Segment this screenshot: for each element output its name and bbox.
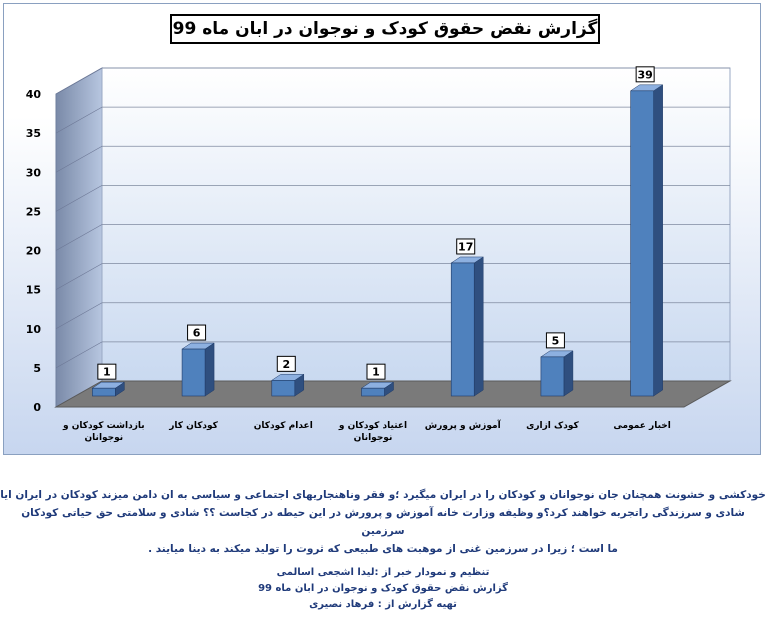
bar: [92, 387, 116, 397]
data-label-box: [456, 238, 476, 255]
y-tick-label: 40: [26, 88, 42, 101]
x-tick-label: کودک ازاری: [526, 421, 579, 431]
bar-side: [653, 84, 663, 397]
gridline-side: [55, 263, 103, 290]
data-label: 5: [552, 334, 560, 347]
bar: [181, 348, 206, 397]
gridline-side: [55, 224, 103, 251]
y-tick-label: 20: [26, 245, 42, 258]
gridline-side: [55, 185, 103, 212]
bar: [271, 380, 296, 397]
gridline-side: [55, 106, 103, 134]
gridline-side: [55, 341, 103, 369]
y-tick-label: 25: [26, 205, 41, 218]
x-tick-label: اعتیاد کودکان و نوجوانان: [338, 421, 408, 443]
bar: [361, 387, 385, 397]
x-tick-label: آموزش و پرورش: [424, 421, 501, 431]
y-tick-label: 15: [26, 284, 41, 297]
data-label: 1: [103, 366, 111, 379]
gridline-side: [55, 302, 103, 330]
bar-side: [563, 350, 574, 397]
data-label-box: [366, 363, 386, 380]
caption-line: شادی و سرزندگی راتجربه خواهند کرد؟و وظیف…: [21, 507, 745, 537]
bar: [450, 262, 475, 397]
caption-text: خودکشی و خشونت همچنان جان نوجوانان و کود…: [0, 486, 766, 558]
y-tick-label: 35: [26, 127, 41, 140]
y-tick-label: 5: [33, 362, 41, 375]
bar: [540, 356, 565, 397]
y-tick-label: 30: [26, 166, 42, 179]
data-label-box: [276, 355, 296, 372]
credits: تنظیم و نمودار خبر از :لیدا اشجعی اسالمی…: [0, 565, 766, 613]
bar-side: [204, 342, 215, 397]
caption-line: خودکشی و خشونت همچنان جان نوجوانان و کود…: [0, 489, 766, 501]
data-label: 17: [458, 240, 473, 253]
gridline-side: [55, 67, 103, 95]
gridline-side: [55, 145, 103, 173]
credit-author: تنظیم و نمودار خبر از :لیدا اشجعی اسالمی: [276, 567, 490, 578]
data-label-box: [187, 324, 207, 341]
chart-panel: 0 5 10 15 20 25 30 35 40 1 6 2 1 17 5 39 گزارش نقض حقوق…: [3, 3, 761, 455]
data-label-box: [97, 363, 117, 380]
bar: [630, 90, 654, 397]
data-label: 39: [637, 68, 652, 81]
credit-reporter: تهیه گزارش از : فرهاد نصیری: [309, 599, 457, 610]
bar-chart: 0 5 10 15 20 25 30 35 40 1 6 2 1 17 5 39: [26, 66, 732, 414]
data-label: 6: [193, 327, 201, 340]
y-tick-label: 10: [26, 323, 42, 336]
data-label-box: [635, 66, 655, 83]
x-tick-label: اخبار عمومی: [613, 421, 671, 431]
y-tick-label: 0: [33, 401, 41, 414]
x-tick-label: بازداشت کودکان و نوجوانان: [63, 421, 145, 443]
data-label: 2: [282, 358, 290, 371]
data-label: 1: [372, 366, 380, 379]
x-tick-label: کودکان کار: [169, 421, 218, 431]
credit-report-title: گزارش نقض حقوق کودک و نوجوان در ابان ماه…: [258, 583, 508, 594]
chart-title: گزارش نقض حقوق کودک و نوجوان در ابان ماه…: [170, 14, 600, 44]
data-label-box: [545, 332, 565, 349]
x-tick-label: اعدام کودکان: [253, 421, 313, 431]
caption-line: ما است ؛ زیرا در سرزمین غنی از موهبت های…: [148, 543, 618, 555]
bar-side: [473, 256, 484, 397]
